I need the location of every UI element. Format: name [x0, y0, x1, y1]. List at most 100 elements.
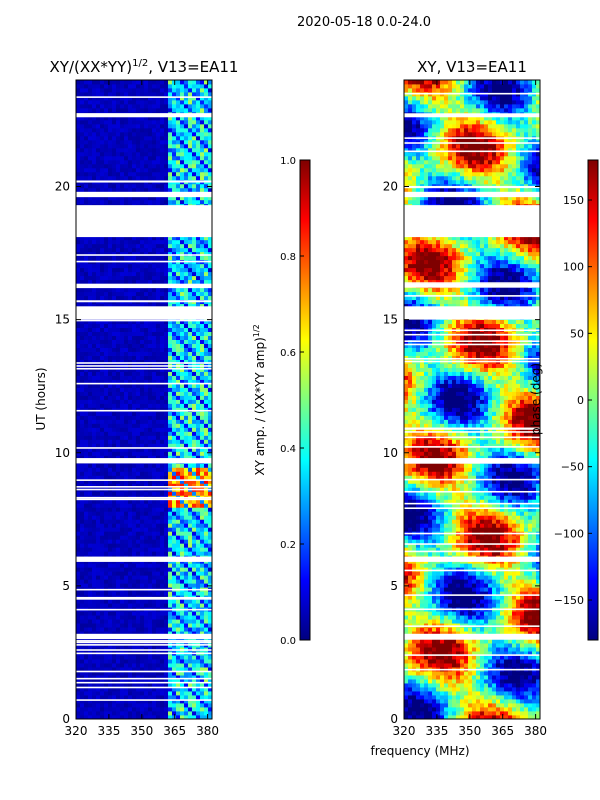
heatmap-cell: [176, 379, 181, 384]
heatmap-cell: [180, 451, 185, 456]
heatmap-cell: [180, 531, 185, 536]
heatmap-cell: [172, 287, 177, 293]
heatmap-cell: [80, 619, 85, 624]
heatmap-cell: [152, 447, 157, 452]
heatmap-cell: [164, 503, 169, 508]
heatmap-cell: [156, 479, 161, 484]
heatmap-cell: [204, 507, 209, 512]
heatmap-cell: [88, 427, 93, 432]
heatmap-cell: [196, 679, 201, 684]
heatmap-cell: [188, 383, 193, 388]
heatmap-cell: [140, 399, 145, 404]
heatmap-cell: [196, 435, 201, 440]
heatmap-cell: [104, 423, 109, 428]
heatmap-cell: [144, 619, 149, 624]
heatmap-cell: [140, 415, 145, 420]
heatmap-cell: [208, 267, 212, 273]
heatmap-cell: [200, 707, 205, 712]
heatmap-cell: [124, 347, 129, 352]
heatmap-cell: [96, 463, 101, 468]
heatmap-cell: [192, 667, 197, 672]
heatmap-cell: [128, 491, 133, 496]
heatmap-cell: [88, 303, 93, 309]
heatmap-cell: [104, 511, 109, 516]
heatmap-cell: [168, 143, 173, 149]
heatmap-cell: [108, 187, 113, 193]
heatmap-cell: [172, 243, 177, 249]
heatmap-cell: [140, 303, 145, 309]
heatmap-cell: [164, 175, 169, 181]
heatmap-cell: [168, 671, 173, 676]
heatmap-cell: [168, 391, 173, 396]
heatmap-cell: [124, 455, 129, 460]
heatmap-cell: [136, 659, 141, 664]
heatmap-cell: [200, 295, 205, 301]
heatmap-cell: [204, 667, 209, 672]
heatmap-cell: [196, 463, 201, 468]
heatmap-cell: [152, 671, 157, 676]
heatmap-cell: [152, 251, 157, 257]
heatmap-cell: [164, 143, 169, 149]
heatmap-cell: [200, 527, 205, 532]
heatmap-cell: [88, 571, 93, 576]
heatmap-cell: [124, 435, 129, 440]
heatmap-cell: [208, 623, 212, 628]
heatmap-cell: [192, 591, 197, 596]
heatmap-cell: [128, 367, 133, 372]
heatmap-cell: [112, 391, 117, 396]
heatmap-cell: [196, 551, 201, 556]
heatmap-cell: [200, 147, 205, 153]
heatmap-cell: [148, 695, 153, 700]
heatmap-cell: [204, 339, 209, 344]
heatmap-cell: [196, 151, 201, 157]
heatmap-cell: [184, 583, 189, 588]
heatmap-cell: [164, 383, 169, 388]
heatmap-cell: [156, 507, 161, 512]
heatmap-cell: [156, 711, 161, 716]
heatmap-cell: [164, 167, 169, 173]
heatmap-cell: [120, 591, 125, 596]
heatmap-cell: [80, 523, 85, 528]
heatmap-cell: [140, 347, 145, 352]
heatmap-cell: [116, 187, 121, 193]
heatmap-cell: [172, 247, 177, 253]
heatmap-cell: [76, 319, 81, 325]
heatmap-cell: [124, 439, 129, 444]
heatmap-cell: [128, 479, 133, 484]
heatmap-cell: [96, 447, 101, 452]
heatmap-cell: [176, 575, 181, 580]
heatmap-cell: [76, 431, 81, 436]
heatmap-cell: [140, 327, 145, 332]
heatmap-cell: [120, 711, 125, 716]
heatmap-cell: [168, 355, 173, 360]
heatmap-cell: [168, 571, 173, 576]
heatmap-cell: [132, 383, 137, 388]
heatmap-cell: [200, 603, 205, 608]
amplitude-panel: XY/(XX*YY)1/2, V13=EA11 320 335 350 365 3800…: [34, 58, 238, 738]
heatmap-cell: [204, 627, 209, 632]
heatmap-cell: [200, 159, 205, 165]
heatmap-cell: [168, 499, 173, 504]
heatmap-cell: [120, 543, 125, 548]
heatmap-cell: [96, 563, 101, 568]
heatmap-cell: [116, 655, 121, 660]
heatmap-cell: [200, 711, 205, 716]
heatmap-cell: [136, 287, 141, 293]
heatmap-cell: [148, 567, 153, 572]
heatmap-cell: [96, 483, 101, 488]
heatmap-cell: [184, 175, 189, 181]
heatmap-cell: [196, 627, 201, 632]
heatmap-cell: [104, 519, 109, 524]
heatmap-cell: [80, 399, 85, 404]
heatmap-cell: [88, 539, 93, 544]
heatmap-cell: [132, 523, 137, 528]
heatmap-cell: [104, 175, 109, 181]
heatmap-cell: [180, 279, 185, 285]
heatmap-cell: [136, 235, 141, 241]
heatmap-cell: [76, 707, 81, 712]
heatmap-cell: [144, 659, 149, 664]
heatmap-cell: [180, 175, 185, 181]
heatmap-cell: [140, 267, 145, 273]
heatmap-cell: [204, 431, 209, 436]
heatmap-cell: [208, 319, 212, 325]
